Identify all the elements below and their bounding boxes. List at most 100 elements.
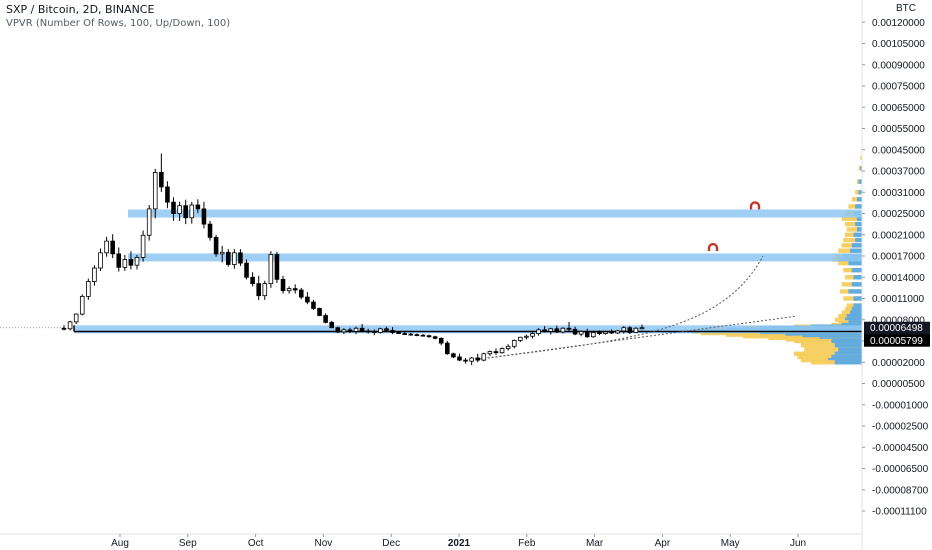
candle-body — [609, 331, 614, 334]
candle-body — [128, 259, 134, 266]
candle-body — [359, 327, 365, 332]
candle-body — [98, 252, 103, 269]
candle-body — [92, 267, 97, 282]
candle-body — [627, 327, 633, 333]
candle-body — [633, 327, 639, 333]
candle-body — [518, 336, 523, 341]
candle-body — [487, 351, 493, 355]
price-tick-label: -0.00006500 — [872, 464, 929, 475]
candle-body — [347, 329, 353, 332]
candle-body — [615, 330, 620, 334]
candle-body — [61, 327, 67, 330]
volume-profile-bar-up — [858, 190, 862, 195]
horizontal-zones — [73, 209, 862, 334]
candle-body — [165, 186, 170, 203]
volume-profile-bar-up — [853, 275, 862, 280]
volume-profile-bar-down — [841, 216, 862, 222]
candle-body — [317, 308, 322, 316]
time-tick-label: May — [721, 538, 740, 549]
candle-body — [280, 278, 286, 292]
candle-body — [548, 328, 554, 332]
horizontal-zone — [128, 253, 862, 262]
candle-body — [390, 329, 395, 333]
volume-profile-bar-up — [848, 320, 862, 325]
time-tick-label: Nov — [315, 538, 333, 549]
candle-body — [67, 321, 73, 330]
volume-profile-bar-up — [831, 338, 862, 344]
volume-profile-bar-up — [851, 282, 862, 287]
candle-body — [445, 342, 450, 355]
alert-marker-icon — [707, 242, 719, 252]
candle-body — [195, 204, 201, 210]
volume-profile-bar-down — [843, 237, 862, 243]
price-tick-label: 0.00014000 — [872, 273, 925, 284]
candle-body — [207, 223, 213, 238]
price-axis[interactable]: BTC 0.00120000 0.00105000 0.00090000 0.00075… — [861, 0, 930, 550]
candle-body — [232, 252, 237, 265]
volume-profile-bar-up — [831, 354, 862, 360]
candle-body — [219, 251, 225, 255]
time-tick-label: Dec — [382, 538, 400, 549]
candle-body — [530, 333, 535, 337]
volume-profile-bar-down — [846, 227, 862, 232]
price-tick-label: 0.00008000 — [872, 315, 925, 326]
price-tick-label: 0.00031000 — [872, 188, 925, 199]
candle-body — [511, 340, 517, 347]
support-price-label: 0.00005799 — [870, 336, 923, 347]
candle-body — [639, 327, 645, 330]
volume-profile-bar-up — [834, 343, 862, 348]
price-tick-label: 0.00021000 — [872, 230, 925, 241]
candle-body — [116, 253, 122, 268]
candle-body — [159, 172, 164, 188]
candle-body — [183, 205, 188, 219]
candle-body — [469, 357, 474, 362]
chart-title: SXP / Bitcoin, 2D, BINANCE — [6, 3, 155, 16]
candle-body — [73, 313, 79, 323]
candle-body — [481, 353, 487, 361]
candle-body — [323, 315, 328, 323]
time-axis[interactable]: Aug Sep Oct Nov Dec 2021 Feb Mar Apr May Jun — [0, 533, 862, 549]
price-tick-label: 0.00065000 — [872, 103, 925, 114]
candle-body — [122, 259, 128, 268]
candle-body — [152, 172, 158, 210]
price-tick-label: 0.00037000 — [872, 167, 925, 178]
volume-profile-bar-up — [848, 260, 862, 266]
volume-profile-bar-down — [800, 343, 862, 348]
candle-body — [140, 234, 146, 258]
time-tick-label: Jun — [790, 538, 806, 549]
volume-profile-bar-up — [855, 221, 862, 227]
candle-body — [572, 328, 578, 335]
volume-profile-bar-up — [851, 306, 862, 312]
volume-profile-bar-down — [794, 351, 862, 356]
candle-body — [134, 257, 140, 266]
indicator-legend[interactable]: VPVR (Number Of Rows, 100, Up/Down, 100) — [6, 18, 231, 29]
candle-body — [353, 327, 359, 332]
price-tick-label: 0.00017000 — [872, 252, 925, 263]
price-tick-label: 0.00090000 — [872, 60, 925, 71]
volume-profile-bar-up — [851, 243, 862, 248]
candle-body — [408, 333, 414, 336]
support-price-badge — [864, 334, 930, 347]
volume-profile-bar-up — [853, 232, 862, 237]
time-tick-label: 2021 — [448, 538, 471, 549]
candle-body — [298, 289, 304, 298]
candle-body — [420, 334, 426, 337]
candle-body — [110, 240, 115, 255]
candle-body — [225, 251, 231, 265]
candle-body — [286, 288, 292, 292]
price-tick-label: -0.00004500 — [872, 443, 929, 454]
candle-body — [396, 332, 401, 334]
volume-profile-bar-down — [860, 155, 862, 160]
candle-body — [426, 335, 432, 338]
time-tick-label: Aug — [111, 538, 129, 549]
volume-profile-bar-up — [850, 248, 862, 253]
volume-profile-bar-up — [851, 267, 862, 273]
alert-markers — [707, 201, 761, 252]
horizontal-zone — [74, 325, 862, 334]
volume-profile-bar-up — [848, 289, 862, 294]
candle-body — [493, 351, 499, 354]
time-tick-label: Apr — [655, 538, 671, 549]
candle-body — [244, 262, 249, 278]
volume-profile-bar-up — [834, 360, 862, 365]
